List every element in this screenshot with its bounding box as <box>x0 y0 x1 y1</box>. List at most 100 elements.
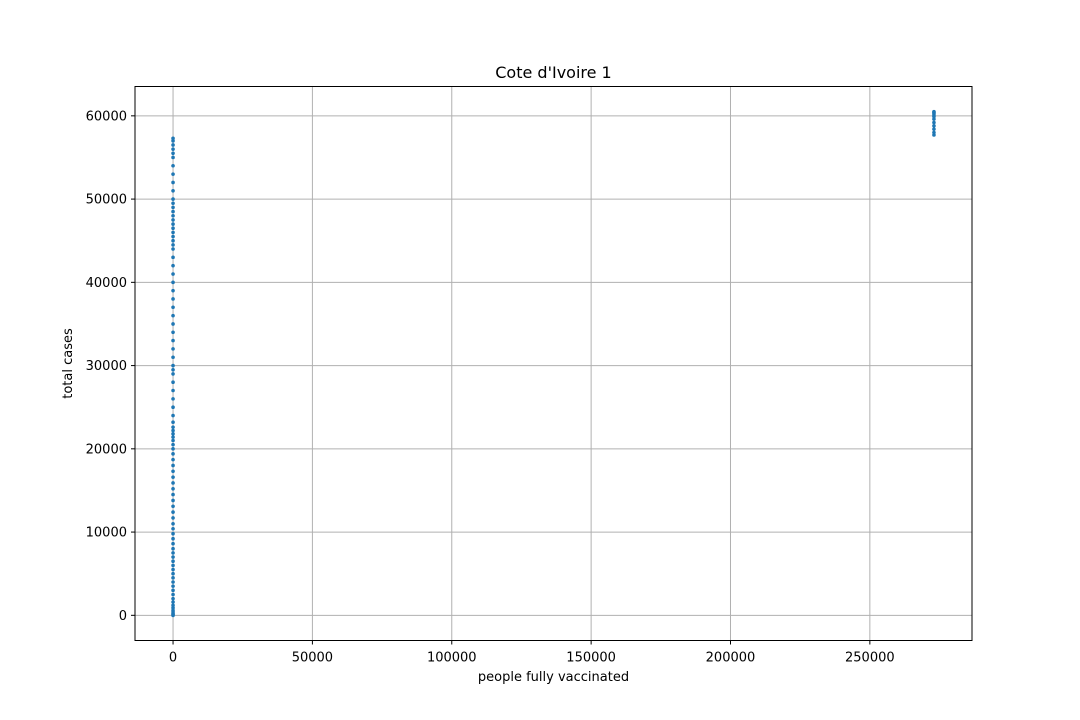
data-point <box>171 280 175 285</box>
data-point <box>171 213 175 218</box>
data-point <box>932 117 936 121</box>
data-point <box>171 442 175 447</box>
data-point <box>171 347 175 351</box>
data-point <box>932 124 936 128</box>
y-tick-label: 50000 <box>86 193 127 208</box>
data-point <box>171 226 175 231</box>
data-point <box>171 447 175 451</box>
data-point <box>171 603 175 608</box>
data-point <box>171 139 175 143</box>
data-point <box>171 457 175 462</box>
data-point <box>171 588 175 593</box>
data-point <box>171 526 175 531</box>
data-point <box>171 486 175 491</box>
data-point <box>932 127 936 131</box>
data-point <box>171 209 175 214</box>
x-tick-label: 0 <box>169 651 177 666</box>
x-tick-label: 200000 <box>706 651 756 666</box>
data-point <box>171 188 175 193</box>
data-point <box>171 425 175 429</box>
data-point <box>171 596 175 601</box>
data-point <box>171 592 175 597</box>
plot-area-frame <box>134 86 973 641</box>
data-point <box>171 498 175 503</box>
data-point <box>171 551 175 555</box>
data-point <box>171 222 175 226</box>
y-tick-label: 30000 <box>86 359 127 374</box>
data-points <box>171 109 936 618</box>
y-tick-label: 40000 <box>86 276 127 291</box>
data-point <box>171 397 175 401</box>
y-axis-ticks: 0 10000 20000 30000 40000 50000 60000 <box>86 109 135 624</box>
data-point <box>171 475 175 479</box>
data-point <box>171 600 175 604</box>
data-point <box>171 147 175 151</box>
data-point <box>171 247 175 251</box>
data-point <box>171 516 175 520</box>
data-point <box>171 155 175 160</box>
y-tick-label: 10000 <box>86 526 127 541</box>
x-tick-label: 100000 <box>427 651 477 666</box>
data-point <box>171 230 175 235</box>
data-point <box>171 452 175 456</box>
data-point <box>171 608 175 613</box>
data-point <box>171 580 175 584</box>
data-point <box>171 136 175 141</box>
data-point <box>171 563 175 568</box>
data-point <box>171 576 175 580</box>
x-axis-ticks: 0 50000 100000 150000 200000 250000 <box>169 640 895 666</box>
data-point <box>171 330 175 335</box>
data-point <box>171 571 175 576</box>
data-point <box>171 555 175 559</box>
data-point <box>171 584 175 588</box>
data-point <box>171 234 175 239</box>
data-point <box>171 481 175 485</box>
chart-title: Cote d'Ivoire 1 <box>495 63 611 82</box>
data-point <box>171 338 175 343</box>
data-point <box>171 380 175 385</box>
data-point <box>171 205 175 210</box>
y-tick-label: 20000 <box>86 442 127 457</box>
data-point <box>171 469 175 474</box>
data-point <box>171 243 175 247</box>
x-tick-label: 150000 <box>566 651 616 666</box>
data-point <box>171 263 175 268</box>
data-point <box>171 606 175 610</box>
data-point <box>171 238 175 243</box>
data-point <box>171 536 175 541</box>
data-point <box>171 151 175 156</box>
data-point <box>932 120 936 125</box>
data-point <box>171 567 175 572</box>
data-point <box>932 130 936 135</box>
data-point <box>171 405 175 410</box>
y-tick-label: 60000 <box>86 109 127 124</box>
data-point <box>171 355 175 360</box>
data-point <box>171 438 175 443</box>
data-point <box>171 559 175 564</box>
data-point <box>171 546 175 551</box>
data-point <box>171 420 175 424</box>
data-point <box>171 180 175 185</box>
data-point <box>171 492 175 497</box>
data-point <box>932 133 936 137</box>
data-point <box>171 435 175 439</box>
data-point <box>171 255 175 260</box>
data-point <box>171 367 175 372</box>
y-axis-label: total cases <box>61 328 76 399</box>
data-point <box>171 322 175 326</box>
data-point <box>171 372 175 376</box>
data-point <box>171 297 175 301</box>
data-point <box>171 413 175 418</box>
data-point <box>171 313 175 318</box>
x-tick-label: 250000 <box>845 651 895 666</box>
data-point <box>171 201 175 206</box>
y-tick-label: 0 <box>119 609 127 624</box>
data-point <box>171 305 175 310</box>
data-point <box>171 272 175 276</box>
data-point <box>171 521 175 526</box>
data-point <box>171 463 175 468</box>
grid <box>135 86 972 641</box>
data-point <box>171 143 175 147</box>
data-point <box>171 163 175 168</box>
